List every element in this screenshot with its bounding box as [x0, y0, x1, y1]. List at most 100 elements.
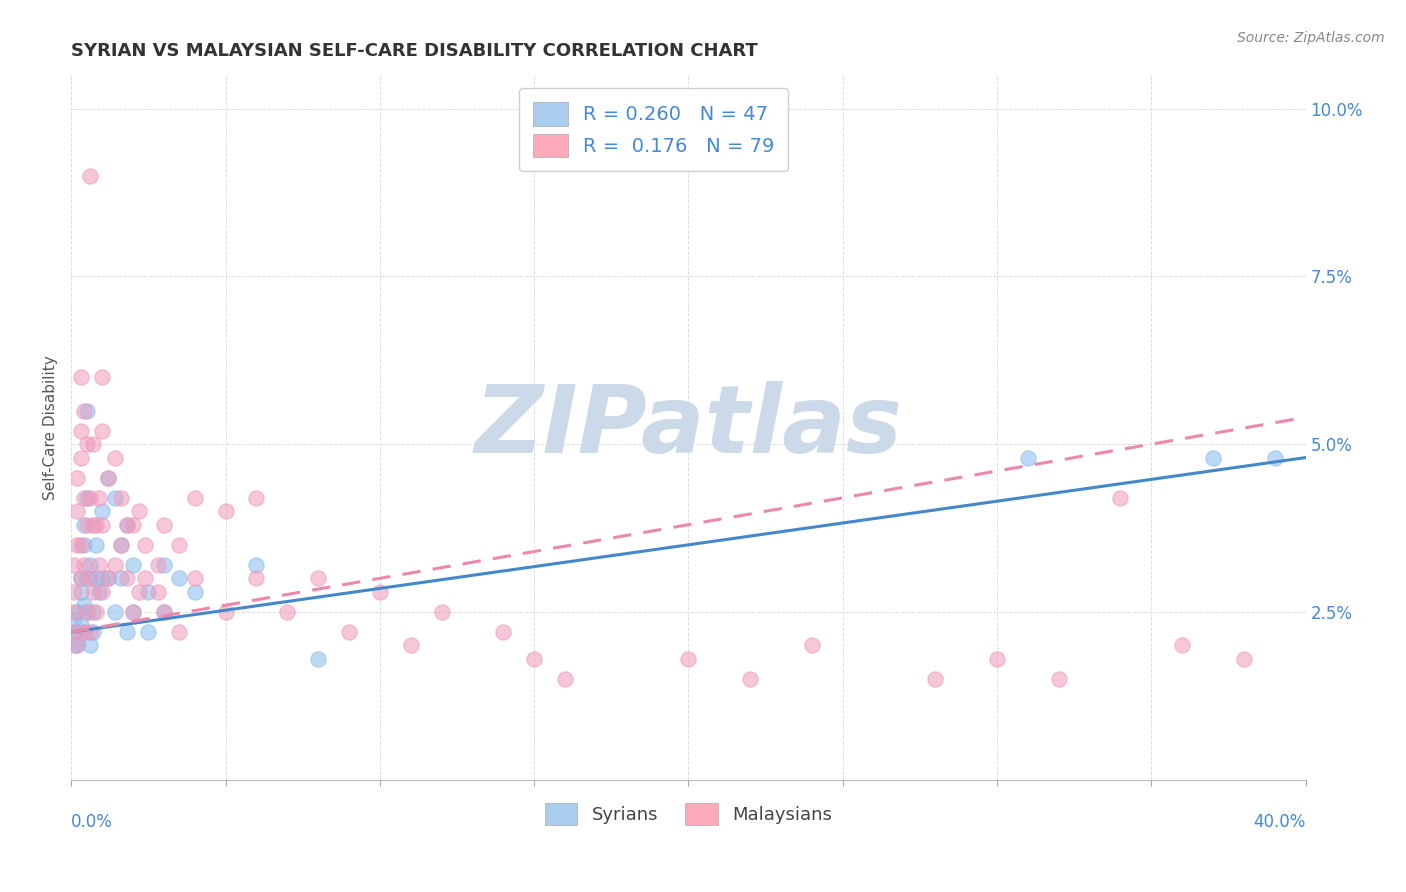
Point — [307, 571, 329, 585]
Point — [122, 517, 145, 532]
Point — [63, 558, 86, 572]
Point — [146, 558, 169, 572]
Point — [399, 639, 422, 653]
Point — [430, 605, 453, 619]
Point — [76, 571, 98, 585]
Text: ZIPatlas: ZIPatlas — [474, 382, 903, 474]
Point — [368, 584, 391, 599]
Point — [214, 504, 236, 518]
Point — [184, 584, 207, 599]
Point — [69, 450, 91, 465]
Point — [122, 605, 145, 619]
Point — [72, 538, 94, 552]
Point — [307, 652, 329, 666]
Point — [82, 437, 104, 451]
Point — [91, 517, 114, 532]
Point — [84, 571, 107, 585]
Point — [91, 571, 114, 585]
Point — [79, 639, 101, 653]
Point — [146, 584, 169, 599]
Text: Source: ZipAtlas.com: Source: ZipAtlas.com — [1237, 31, 1385, 45]
Point — [115, 517, 138, 532]
Point — [84, 538, 107, 552]
Point — [84, 517, 107, 532]
Point — [110, 538, 132, 552]
Point — [103, 491, 125, 505]
Point — [138, 625, 160, 640]
Point — [72, 491, 94, 505]
Point — [87, 584, 110, 599]
Y-axis label: Self-Care Disability: Self-Care Disability — [44, 355, 58, 500]
Point — [115, 625, 138, 640]
Point — [69, 584, 91, 599]
Point — [66, 639, 89, 653]
Point — [103, 605, 125, 619]
Point — [103, 558, 125, 572]
Point — [128, 584, 150, 599]
Point — [72, 598, 94, 612]
Point — [184, 571, 207, 585]
Point — [79, 169, 101, 183]
Point — [91, 584, 114, 599]
Text: 0.0%: 0.0% — [72, 814, 114, 831]
Point — [66, 639, 89, 653]
Point — [63, 625, 86, 640]
Point — [134, 571, 156, 585]
Point — [97, 571, 120, 585]
Point — [800, 639, 823, 653]
Point — [276, 605, 298, 619]
Point — [79, 558, 101, 572]
Point — [115, 571, 138, 585]
Point — [169, 538, 191, 552]
Point — [69, 370, 91, 384]
Point — [153, 605, 176, 619]
Point — [492, 625, 515, 640]
Point — [110, 538, 132, 552]
Point — [138, 584, 160, 599]
Legend: Syrians, Malaysians: Syrians, Malaysians — [536, 794, 841, 834]
Point — [1264, 450, 1286, 465]
Point — [72, 625, 94, 640]
Point — [97, 471, 120, 485]
Point — [82, 517, 104, 532]
Point — [1202, 450, 1225, 465]
Point — [91, 504, 114, 518]
Point — [1171, 639, 1194, 653]
Point — [87, 558, 110, 572]
Point — [97, 471, 120, 485]
Point — [91, 424, 114, 438]
Point — [76, 491, 98, 505]
Point — [66, 605, 89, 619]
Point — [103, 450, 125, 465]
Point — [1017, 450, 1039, 465]
Point — [63, 625, 86, 640]
Point — [63, 605, 86, 619]
Point — [66, 625, 89, 640]
Point — [76, 403, 98, 417]
Point — [69, 571, 91, 585]
Text: 40.0%: 40.0% — [1253, 814, 1306, 831]
Point — [122, 558, 145, 572]
Point — [678, 652, 700, 666]
Point — [76, 437, 98, 451]
Point — [87, 491, 110, 505]
Point — [1109, 491, 1132, 505]
Point — [79, 625, 101, 640]
Point — [66, 504, 89, 518]
Point — [1047, 672, 1070, 686]
Point — [69, 571, 91, 585]
Point — [82, 584, 104, 599]
Point — [79, 571, 101, 585]
Point — [97, 571, 120, 585]
Point — [245, 491, 267, 505]
Point — [79, 491, 101, 505]
Point — [82, 625, 104, 640]
Point — [63, 584, 86, 599]
Point — [1233, 652, 1256, 666]
Point — [122, 605, 145, 619]
Point — [184, 491, 207, 505]
Point — [169, 571, 191, 585]
Point — [740, 672, 762, 686]
Point — [84, 605, 107, 619]
Point — [523, 652, 546, 666]
